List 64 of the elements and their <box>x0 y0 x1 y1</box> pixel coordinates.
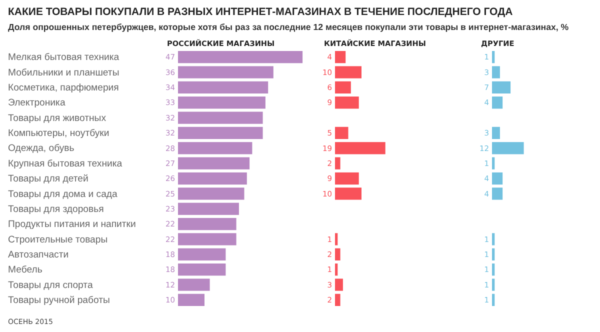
bar <box>335 233 338 246</box>
y-tick-label: Мобильники и планшеты <box>8 67 120 78</box>
bar <box>178 112 263 124</box>
bar <box>335 142 386 154</box>
y-tick-label: Крупная бытовая техника <box>8 158 123 170</box>
bar <box>178 126 263 140</box>
bar <box>178 202 239 215</box>
bar <box>335 248 340 260</box>
bar <box>492 294 495 306</box>
bar <box>178 66 274 78</box>
bar <box>492 188 503 200</box>
bar <box>178 294 204 306</box>
bar <box>178 81 268 94</box>
y-tick-label: Мебель <box>8 264 42 276</box>
bar <box>178 142 252 154</box>
bar <box>178 96 266 109</box>
bar <box>335 294 340 306</box>
bar <box>492 142 524 154</box>
bar <box>335 278 343 291</box>
bar <box>178 218 236 230</box>
y-tick-label: Косметика, парфюмерия <box>8 82 119 94</box>
y-tick-label: Одежда, обувь <box>8 143 74 154</box>
bar <box>492 264 495 276</box>
y-tick-label: Автозапчасти <box>8 249 69 260</box>
bar <box>492 233 495 246</box>
y-tick-label: Товары для животных <box>8 112 106 124</box>
bar <box>335 66 362 78</box>
y-tick-label: Строительные товары <box>8 234 108 246</box>
y-tick-label: Товары ручной работы <box>8 295 110 306</box>
bar <box>335 81 351 94</box>
bar <box>335 264 338 276</box>
bar <box>335 126 348 140</box>
y-tick-label: Электроника <box>8 98 66 109</box>
bar <box>335 188 362 200</box>
y-tick-label: Продукты питания и напитки <box>8 219 136 230</box>
y-tick-label: Товары для спорта <box>8 280 94 291</box>
bar <box>178 248 226 260</box>
y-tick-label: Товары для детей <box>8 174 88 185</box>
bar <box>178 233 236 246</box>
bar <box>492 51 495 64</box>
bar <box>492 248 495 260</box>
y-tick-label: Мелкая бытовая техника <box>8 52 120 64</box>
bar <box>178 51 303 64</box>
bar <box>178 188 244 200</box>
bar <box>335 172 359 185</box>
y-tick-label: Товары для здоровья <box>8 204 104 215</box>
bar <box>492 278 495 291</box>
y-tick-label: Товары для дома и сада <box>8 188 118 200</box>
bar <box>492 66 500 78</box>
bar <box>178 157 250 170</box>
bar <box>492 172 503 185</box>
bar <box>335 51 346 64</box>
y-tick-label: Компьютеры, ноутбуки <box>8 128 110 140</box>
bar <box>178 278 210 291</box>
bar <box>492 81 511 94</box>
bar <box>492 157 495 170</box>
bar <box>335 96 359 109</box>
bar <box>178 172 247 185</box>
bar <box>178 264 226 276</box>
text: Доля опрошенных петербуржцев, которые хотя бы раз за последние 12 месяцев покупали эти товары в интернет-магазинах, % <box>8 22 569 32</box>
text: КАКИЕ ТОВАРЫ ПОКУПАЛИ В РАЗНЫХ ИНТЕРНЕТ-МАГАЗИНАХ В ТЕЧЕНИЕ ПОСЛЕДНЕГО ГОДА <box>8 6 514 18</box>
bar <box>492 126 500 140</box>
bar <box>335 157 340 170</box>
bar <box>492 96 503 109</box>
